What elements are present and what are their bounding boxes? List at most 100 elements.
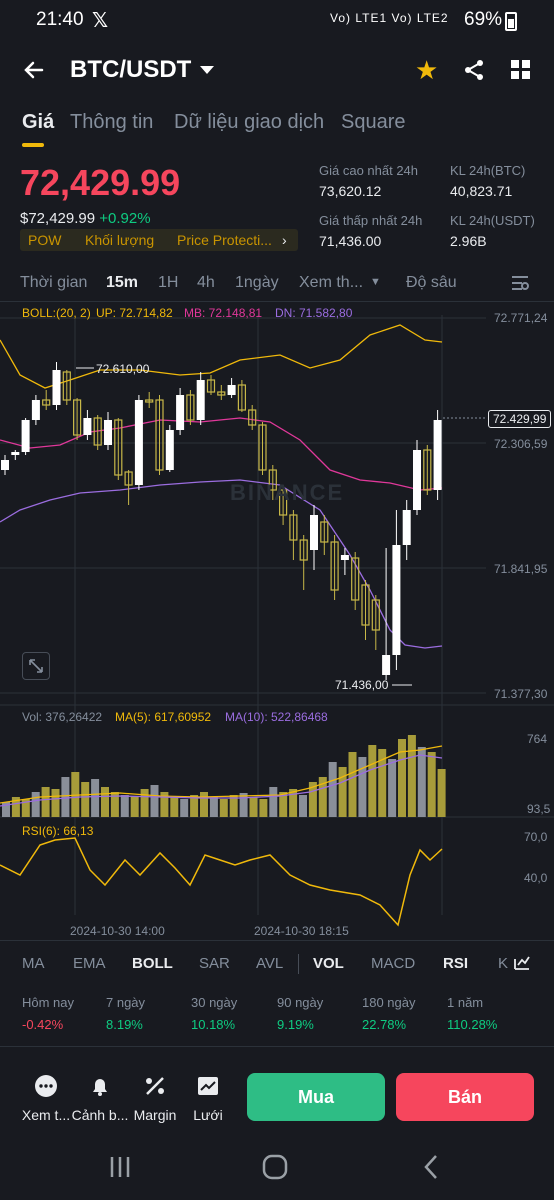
y-tick-1: 72.771,24 [494,311,548,325]
volume-bar [190,795,199,817]
candle-body [382,655,391,675]
more-action[interactable]: Xem t... [16,1074,76,1123]
volume-bar [388,759,397,817]
grid-layout-icon[interactable] [511,60,531,80]
sell-button[interactable]: Bán [396,1073,534,1121]
volume-bar [239,793,248,817]
grid-bot-action[interactable]: Lưới [178,1074,238,1123]
indicator-tabs: MA EMA BOLL SAR AVL VOL MACD RSI K [0,950,554,980]
ind-avl[interactable]: AVL [256,955,284,972]
tf-1ngay[interactable]: 1ngày [235,274,279,291]
candle-body [413,450,421,510]
volume-bar [81,782,90,817]
volume-bar [130,797,139,817]
candle-body [52,370,61,405]
ind-rsi[interactable]: RSI [443,955,469,972]
vol-ma10: MA(10): 522,86468 [225,710,328,724]
back-arrow-icon[interactable] [22,58,46,82]
pair-dropdown-icon[interactable] [200,66,214,74]
fullscreen-icon[interactable] [22,652,50,680]
candle-body [289,514,298,541]
chart-settings-icon[interactable] [510,273,530,293]
divider [0,1046,554,1047]
indicator-edit-icon[interactable] [513,953,531,971]
volume-bar [219,799,228,817]
volume-bar [427,752,436,817]
pair-title[interactable]: BTC/USDT [70,56,192,83]
vol-label: Vol: 376,26422 [22,710,103,724]
ind-boll[interactable]: BOLL [132,955,173,972]
tf-15m[interactable]: 15m [106,274,139,291]
tab-du-lieu-giao-dich[interactable]: Dữ liệu giao dịch [174,111,325,133]
buy-button[interactable]: Mua [247,1073,385,1121]
ind-macd[interactable]: MACD [371,955,416,972]
share-icon[interactable] [462,58,486,82]
candle-body [176,395,185,430]
tf-4h[interactable]: 4h [197,274,215,291]
volume-bar [101,787,109,817]
candle-body [206,379,216,393]
candle-body [371,599,380,631]
favorite-star-icon[interactable]: ★ [415,55,439,85]
volume-bar [417,747,426,817]
low-24h-label: Giá thấp nhất 24h [319,213,423,228]
candlestick-chart[interactable] [0,300,554,940]
alert-action[interactable]: Cảnh b... [70,1074,130,1123]
tab-gia[interactable]: Giá [22,111,55,133]
volume-bar [209,797,218,817]
tag-pow: POW [28,232,62,248]
divider [0,940,554,941]
volume-bar [21,799,30,817]
boll-up: UP: 72.714,82 [96,306,173,320]
chevron-right-icon: › [282,232,287,248]
candle-body [227,385,236,395]
volume-bar [150,785,159,817]
back-nav-icon[interactable] [420,1154,444,1180]
tag-bar[interactable]: POW Khối lượng Price Protecti... › [20,229,298,251]
tab-square[interactable]: Square [341,111,406,133]
margin-action[interactable]: Margin [125,1074,185,1123]
bell-icon [93,1079,107,1096]
candle-body [72,399,82,436]
grid-bot-label: Lưới [193,1107,223,1123]
rsi-tick-70: 70,0 [524,830,548,844]
home-icon[interactable] [262,1154,288,1180]
signal-icons: Vo) LTE1 Vo) LTE2 [330,11,449,25]
volume-bar [269,787,278,817]
ind-ema[interactable]: EMA [73,955,106,972]
candle-body [104,420,112,445]
high-marker: 72.610,00 [96,362,150,376]
ind-ma[interactable]: MA [22,955,45,972]
tab-thong-tin[interactable]: Thông tin [70,111,154,133]
volume-bar [61,777,70,817]
more-caret-icon[interactable]: ▼ [370,276,381,288]
ind-sar[interactable]: SAR [199,955,230,972]
tf-1h[interactable]: 1H [158,274,179,291]
candle-body [93,417,102,446]
performance-row: Hôm nay -0.42% 7 ngày 8.19% 30 ngày 10.18% … [22,995,498,1032]
margin-label: Margin [133,1107,177,1123]
volume-bar [348,752,357,817]
ind-vol[interactable]: VOL [313,955,344,972]
high-24h-label: Giá cao nhất 24h [319,163,419,178]
candle-body [1,460,9,470]
status-time: 21:40 [36,9,84,30]
price-change-percent: +0.92% [99,210,151,227]
candle-body [21,420,30,452]
tf-xem-them[interactable]: Xem th... [299,274,364,291]
price-usd: $72,429.99 [20,210,96,227]
ind-k[interactable]: K [498,955,509,972]
volume-bar [398,739,406,817]
vol-tick-low: 93,5 [527,802,551,816]
recent-apps-icon[interactable] [108,1155,132,1179]
candle-body [320,521,329,543]
volume-bar [170,797,179,817]
rsi-line [0,837,443,927]
tf-thoi-gian[interactable]: Thời gian [20,274,88,291]
candle-body [340,555,349,560]
chart-area[interactable]: BOLL:(20, 2) UP: 72.714,82 MB: 72.148,81… [0,300,554,940]
tf-do-sau[interactable]: Độ sâu [406,274,457,291]
volume-bar [51,789,60,817]
battery-icon [505,12,517,31]
low-24h-value: 71,436.00 [319,233,382,249]
